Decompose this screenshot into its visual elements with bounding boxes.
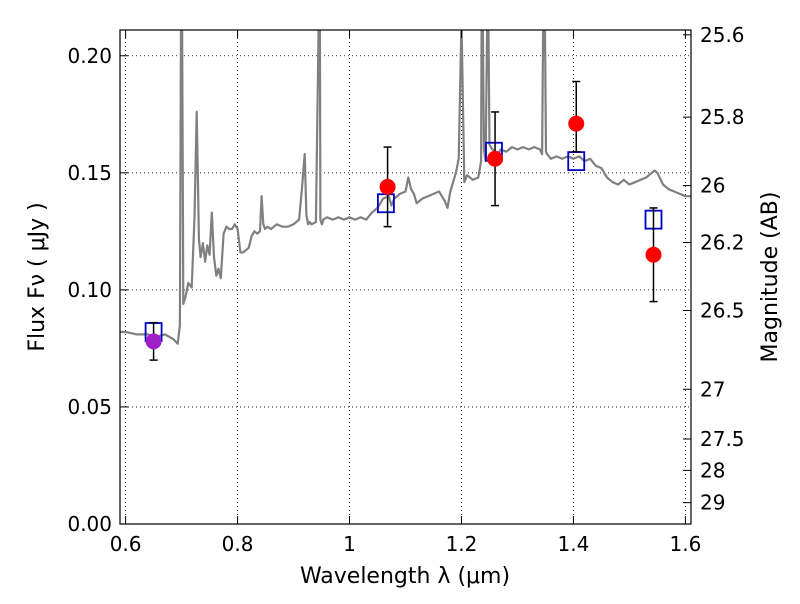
mag-tick-label: 29 [700, 491, 725, 515]
plot-frame [119, 29, 692, 525]
y-axis-label: Flux Fν ( μJy ) [25, 202, 50, 351]
y-tick-label: 0.00 [67, 512, 112, 536]
mag-tick-label: 26 [700, 174, 725, 198]
y-tick-label: 0.10 [67, 278, 112, 302]
observed-photometry-point [645, 246, 662, 263]
mag-tick-label: 27.5 [700, 427, 745, 451]
observed-photometry-point [379, 178, 396, 195]
x-tick-label: 1.2 [446, 532, 478, 556]
mag-tick-label: 27 [700, 377, 725, 401]
mag-tick-label: 28 [700, 458, 725, 482]
x-tick-label: 1 [343, 532, 356, 556]
model-spectrum [120, 30, 691, 345]
grid [120, 30, 691, 524]
x-tick-label: 0.6 [110, 532, 142, 556]
axis-ticks: 0.6 0.8 1 1.2 1.4 1.6 0.00 0.05 0.10 0.15 0.20 25.6… [67, 23, 744, 556]
mag-tick-label: 25.6 [700, 23, 745, 47]
mag-tick-label: 25.8 [700, 105, 745, 129]
data-points [144, 80, 663, 361]
x-tick-label: 0.8 [222, 532, 254, 556]
model-photometry-square [567, 151, 586, 172]
y-axis-label-right: Magnitude (AB) [758, 192, 783, 363]
y-tick-label: 0.05 [67, 395, 112, 419]
y-tick-label: 0.20 [67, 44, 112, 68]
observed-photometry-point [487, 150, 504, 167]
spectrum-line [120, 30, 691, 345]
observed-photometry-point [145, 333, 162, 350]
x-axis-label: Wavelength λ (μm) [300, 564, 510, 589]
x-tick-label: 1.4 [558, 532, 590, 556]
mag-tick-label: 26.5 [700, 298, 745, 322]
x-tick-label: 1.6 [669, 532, 701, 556]
mag-tick-label: 26.2 [700, 231, 745, 255]
y-tick-label: 0.15 [67, 161, 112, 185]
observed-photometry-point [568, 115, 585, 132]
